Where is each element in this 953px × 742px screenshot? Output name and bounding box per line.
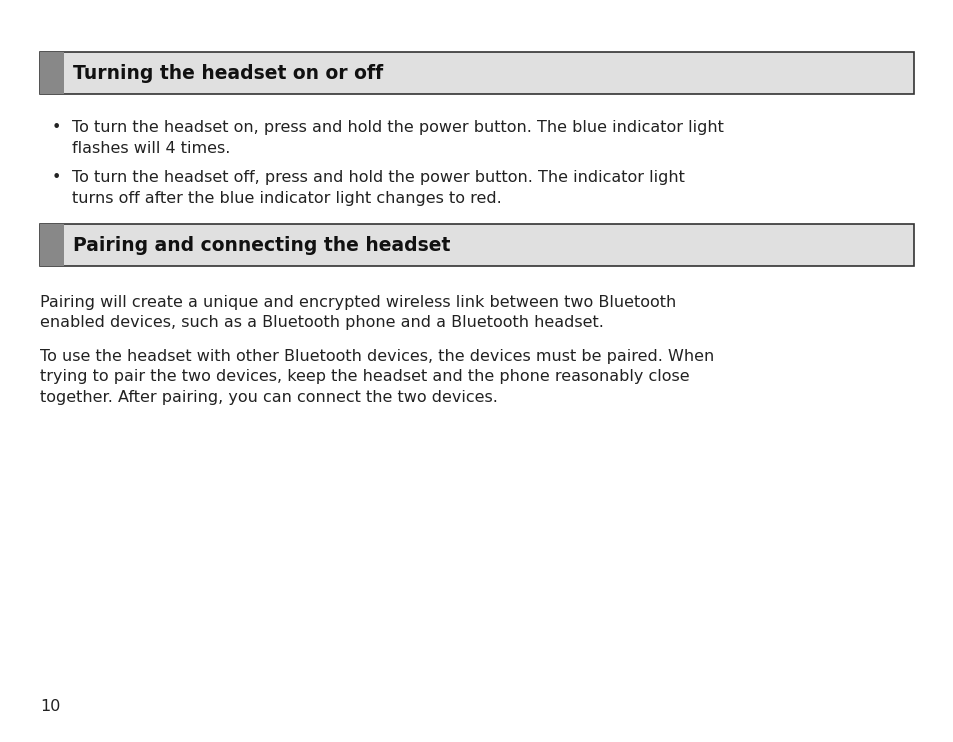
Text: To turn the headset off, press and hold the power button. The indicator light: To turn the headset off, press and hold … [71,170,683,185]
Text: To use the headset with other Bluetooth devices, the devices must be paired. Whe: To use the headset with other Bluetooth … [40,349,714,364]
Bar [40,224,913,266]
Bar [40,52,64,94]
Text: enabled devices, such as a Bluetooth phone and a Bluetooth headset.: enabled devices, such as a Bluetooth pho… [40,315,603,330]
Text: turns off after the blue indicator light changes to red.: turns off after the blue indicator light… [71,191,500,206]
Text: together. After pairing, you can connect the two devices.: together. After pairing, you can connect… [40,390,497,405]
Text: •: • [51,120,61,135]
Bar [40,224,64,266]
Text: Pairing and connecting the headset: Pairing and connecting the headset [73,236,451,255]
Bar [40,52,913,94]
Text: Turning the headset on or off: Turning the headset on or off [73,64,383,82]
Text: Pairing will create a unique and encrypted wireless link between two Bluetooth: Pairing will create a unique and encrypt… [40,295,676,309]
Text: trying to pair the two devices, keep the headset and the phone reasonably close: trying to pair the two devices, keep the… [40,370,689,384]
Text: •: • [51,170,61,185]
Text: To turn the headset on, press and hold the power button. The blue indicator ligh: To turn the headset on, press and hold t… [71,120,722,135]
Text: flashes will 4 times.: flashes will 4 times. [71,141,230,156]
Text: 10: 10 [40,699,60,714]
